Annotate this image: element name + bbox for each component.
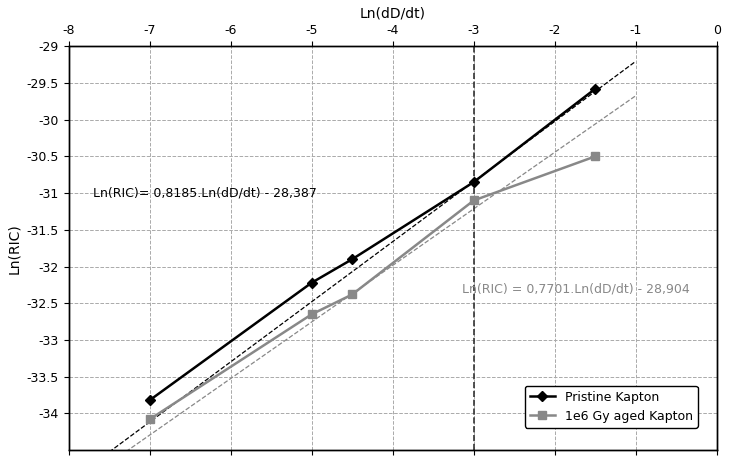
1e6 Gy aged Kapton — [591, 154, 600, 159]
Legend: Pristine Kapton, 1e6 Gy aged Kapton: Pristine Kapton, 1e6 Gy aged Kapton — [525, 385, 698, 428]
1e6 Gy aged Kapton — [145, 417, 154, 422]
1e6 Gy aged Kapton — [348, 292, 356, 297]
Pristine Kapton — [348, 256, 356, 262]
Pristine Kapton — [308, 280, 316, 286]
1e6 Gy aged Kapton — [469, 198, 478, 203]
Text: Ln(RIC)= 0,8185.Ln(dD/dt) - 28,387: Ln(RIC)= 0,8185.Ln(dD/dt) - 28,387 — [93, 187, 317, 200]
Text: Ln(RIC) = 0,7701.Ln(dD/dt) - 28,904: Ln(RIC) = 0,7701.Ln(dD/dt) - 28,904 — [461, 282, 690, 295]
Line: Pristine Kapton: Pristine Kapton — [146, 85, 599, 404]
Line: 1e6 Gy aged Kapton: 1e6 Gy aged Kapton — [146, 152, 599, 423]
X-axis label: Ln(dD/dt): Ln(dD/dt) — [359, 7, 426, 21]
Pristine Kapton — [145, 397, 154, 403]
1e6 Gy aged Kapton — [308, 311, 316, 317]
Pristine Kapton — [591, 86, 600, 91]
Pristine Kapton — [469, 179, 478, 185]
Y-axis label: Ln(RIC): Ln(RIC) — [7, 223, 21, 274]
